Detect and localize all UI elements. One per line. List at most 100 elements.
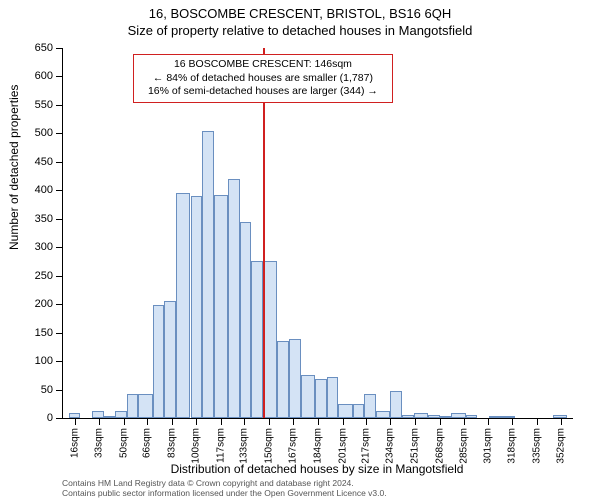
y-tick bbox=[56, 304, 62, 305]
y-tick-label: 650 bbox=[35, 42, 53, 54]
y-tick-label: 450 bbox=[35, 156, 53, 168]
annotation-line: ← 84% of detached houses are smaller (1,… bbox=[140, 72, 386, 86]
y-tick bbox=[56, 162, 62, 163]
y-tick bbox=[56, 48, 62, 49]
histogram-bar bbox=[428, 415, 440, 418]
annotation-line: 16% of semi-detached houses are larger (… bbox=[140, 85, 386, 99]
y-tick bbox=[56, 247, 62, 248]
y-tick bbox=[56, 333, 62, 334]
histogram-bar bbox=[376, 411, 390, 418]
plot-area: 0501001502002503003504004505005506006501… bbox=[62, 48, 573, 419]
marker-line bbox=[263, 48, 265, 418]
x-tick bbox=[293, 419, 294, 425]
histogram-bar bbox=[489, 416, 503, 418]
histogram-bar bbox=[92, 411, 104, 418]
x-tick-label: 133sqm bbox=[239, 428, 250, 464]
histogram-bar bbox=[289, 339, 301, 418]
y-tick-label: 550 bbox=[35, 99, 53, 111]
x-tick bbox=[440, 419, 441, 425]
histogram-bar bbox=[414, 413, 428, 418]
histogram-bar bbox=[315, 379, 327, 418]
x-tick-label: 66sqm bbox=[142, 428, 153, 458]
attribution-line: Contains public sector information licen… bbox=[62, 489, 572, 498]
histogram-bar bbox=[127, 394, 139, 418]
x-tick-label: 217sqm bbox=[360, 428, 371, 464]
histogram-bar bbox=[364, 394, 376, 418]
y-tick bbox=[56, 390, 62, 391]
y-tick-label: 300 bbox=[35, 241, 53, 253]
y-tick-label: 250 bbox=[35, 270, 53, 282]
x-tick bbox=[318, 419, 319, 425]
y-tick-label: 400 bbox=[35, 184, 53, 196]
histogram-bar bbox=[240, 222, 252, 418]
annotation-line: 16 BOSCOMBE CRESCENT: 146sqm bbox=[140, 58, 386, 72]
histogram-bar bbox=[327, 377, 339, 418]
y-tick bbox=[56, 361, 62, 362]
x-tick-label: 16sqm bbox=[69, 428, 80, 458]
x-tick-label: 100sqm bbox=[191, 428, 202, 464]
x-tick bbox=[366, 419, 367, 425]
y-tick-label: 50 bbox=[41, 384, 53, 396]
attribution-text: Contains HM Land Registry data © Crown c… bbox=[62, 479, 572, 498]
histogram-bar bbox=[164, 301, 176, 418]
y-tick-label: 350 bbox=[35, 213, 53, 225]
histogram-bar bbox=[138, 394, 152, 418]
histogram-bar bbox=[338, 404, 352, 418]
y-tick bbox=[56, 276, 62, 277]
histogram-bar bbox=[115, 411, 127, 418]
histogram-bar bbox=[503, 416, 515, 418]
histogram-bar bbox=[440, 416, 452, 418]
x-tick-label: 33sqm bbox=[94, 428, 105, 458]
y-tick bbox=[56, 418, 62, 419]
histogram-bar bbox=[353, 404, 365, 418]
x-tick-label: 335sqm bbox=[531, 428, 542, 464]
x-tick bbox=[196, 419, 197, 425]
y-tick-label: 100 bbox=[35, 355, 53, 367]
histogram-bar bbox=[466, 415, 478, 418]
x-tick bbox=[390, 419, 391, 425]
x-tick bbox=[343, 419, 344, 425]
histogram-bar bbox=[402, 415, 414, 418]
histogram-bar bbox=[277, 341, 289, 418]
x-tick bbox=[147, 419, 148, 425]
histogram-bar bbox=[301, 375, 315, 418]
x-tick bbox=[99, 419, 100, 425]
histogram-bar bbox=[214, 195, 228, 418]
y-tick-label: 150 bbox=[35, 327, 53, 339]
histogram-bar bbox=[553, 415, 567, 418]
x-tick bbox=[269, 419, 270, 425]
y-tick-label: 0 bbox=[47, 412, 53, 424]
x-tick bbox=[221, 419, 222, 425]
x-tick bbox=[172, 419, 173, 425]
page-title: Size of property relative to detached ho… bbox=[0, 21, 600, 38]
x-tick-label: 150sqm bbox=[263, 428, 274, 464]
page-super-title: 16, BOSCOMBE CRESCENT, BRISTOL, BS16 6QH bbox=[0, 0, 600, 21]
x-tick-label: 352sqm bbox=[556, 428, 567, 464]
x-tick-label: 268sqm bbox=[434, 428, 445, 464]
x-tick-label: 285sqm bbox=[459, 428, 470, 464]
y-tick-label: 200 bbox=[35, 298, 53, 310]
x-tick-label: 301sqm bbox=[482, 428, 493, 464]
histogram-bar bbox=[263, 261, 277, 418]
x-tick bbox=[488, 419, 489, 425]
x-tick-label: 251sqm bbox=[410, 428, 421, 464]
histogram-bar bbox=[202, 131, 214, 418]
y-tick bbox=[56, 105, 62, 106]
histogram-bar bbox=[228, 179, 240, 418]
y-tick-label: 500 bbox=[35, 127, 53, 139]
x-tick-label: 50sqm bbox=[118, 428, 129, 458]
x-tick-label: 83sqm bbox=[166, 428, 177, 458]
chart-area: 0501001502002503003504004505005506006501… bbox=[62, 48, 572, 418]
y-tick bbox=[56, 133, 62, 134]
x-tick bbox=[415, 419, 416, 425]
y-tick bbox=[56, 76, 62, 77]
y-tick bbox=[56, 190, 62, 191]
x-tick-label: 117sqm bbox=[215, 428, 226, 463]
histogram-bar bbox=[153, 305, 165, 418]
x-tick bbox=[561, 419, 562, 425]
x-tick bbox=[464, 419, 465, 425]
x-tick bbox=[124, 419, 125, 425]
x-tick bbox=[244, 419, 245, 425]
histogram-bar bbox=[191, 196, 203, 418]
y-tick-label: 600 bbox=[35, 70, 53, 82]
